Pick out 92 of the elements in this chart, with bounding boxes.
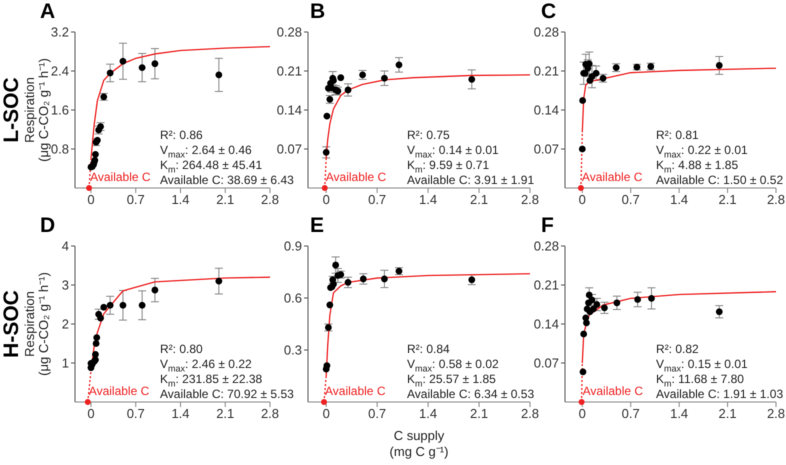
annotation: Available C	[325, 384, 386, 398]
y-tick-label: 0.21	[534, 278, 559, 293]
x-tick-label: 2.8	[260, 406, 280, 422]
x-tick-label: 2.1	[718, 406, 737, 422]
y-tick-label: 1.6	[50, 102, 69, 118]
x-tick-label: 0	[322, 406, 330, 422]
annotation: R²: 0.75	[407, 128, 451, 143]
y-tick-label: 0.28	[534, 24, 559, 40]
chart-title: F	[541, 214, 554, 238]
annotation: K$_{m}$: 264.48 ± 45.41	[160, 158, 264, 174]
y-tick-label: 0.9	[284, 238, 302, 254]
x-tick-label: 2.8	[520, 192, 540, 208]
annotation: Available C: 1.50 ± 0.52	[656, 173, 784, 188]
x-tick-label: 0	[578, 192, 586, 208]
x-tick-label: 0.7	[368, 406, 386, 422]
x-tick-label: 2.8	[260, 192, 280, 208]
x-tick-label: 0	[87, 192, 95, 208]
x-tick-label: 0.7	[126, 406, 145, 422]
y-tick-label: 0.07	[534, 142, 559, 157]
annotation: V$_{max}$: 0.15 ± 0.01	[656, 357, 749, 374]
annotation: V$_{max}$: 0.14 ± 0.01	[407, 143, 500, 160]
annotation: Available C: 3.91 ± 1.91	[407, 173, 534, 188]
annotation: R²: 0.81	[656, 128, 700, 143]
y-tick-label: 1	[62, 356, 69, 371]
y-tick-label: 0.21	[534, 64, 559, 79]
x-tick-label: 2.1	[216, 406, 234, 422]
annotation: Available C	[90, 170, 151, 184]
annotation: K$_{m}$: 4.88 ± 1.85	[656, 158, 740, 174]
x-tick-label: 2.1	[470, 192, 488, 208]
x-tick-label: 1.4	[419, 406, 438, 422]
y-tick-label: 3.2	[50, 24, 69, 40]
x-tick-label: 0.7	[126, 192, 145, 208]
y-tick-label: 0.07	[534, 356, 559, 371]
x-tick-label: 1.4	[419, 192, 438, 208]
y-tick-label: 0.28	[534, 238, 559, 254]
x-tick-label: 1.4	[171, 406, 190, 422]
annotation: Available C: 1.91 ± 1.03	[656, 387, 784, 402]
y-tick-label: 4	[62, 238, 69, 254]
x-tick-label: 2.1	[718, 192, 737, 208]
annotation: V$_{max}$: 0.58 ± 0.02	[407, 357, 500, 374]
x-tick-label: 0	[578, 406, 586, 422]
annotation: Available C: 38.69 ± 6.43	[160, 173, 294, 188]
y-tick-label: 0.6	[284, 290, 302, 306]
annotation: Available C: 70.92 ± 5.53	[160, 387, 294, 402]
annotation: V$_{max}$: 2.46 ± 0.22	[160, 357, 253, 374]
annotation: K$_{m}$: 25.57 ± 1.85	[407, 372, 497, 388]
x-tick-label: 2.1	[216, 192, 234, 208]
x-tick-label: 2.8	[766, 406, 786, 422]
y-tick-label: 2.4	[50, 64, 69, 79]
annotation: Available C: 6.34 ± 0.53	[407, 387, 534, 402]
annotation: R²: 0.82	[656, 342, 700, 357]
annotation: Available C	[88, 384, 150, 398]
y-tick-label: 2	[62, 316, 69, 332]
annotation: K$_{m}$: 231.85 ± 22.38	[160, 372, 264, 388]
y-axis-title: L-SOC Respiration (μg C-CO₂ g⁻¹ h⁻¹)	[0, 57, 52, 164]
x-tick-label: 1.4	[670, 192, 688, 208]
y-tick-label: 0.3	[284, 342, 302, 358]
x-tick-label: 1.4	[670, 406, 688, 422]
annotation: R²: 0.84	[407, 342, 451, 357]
annotation: R²: 0.80	[160, 342, 203, 356]
chart-title: B	[310, 0, 326, 24]
annotation: Available C	[326, 170, 387, 184]
x-axis-title: C supply (mg C g⁻¹)	[388, 428, 450, 460]
annotation: V$_{max}$: 0.22 ± 0.01	[656, 143, 749, 160]
annotation: Available C	[582, 384, 644, 398]
chart-title: E	[310, 214, 324, 238]
y-axis-title: H-SOC Respiration (μg C-CO₂ g⁻¹ h⁻¹)	[0, 271, 52, 378]
y-tick-label: 0.14	[534, 102, 559, 118]
chart-title: A	[40, 0, 56, 24]
annotation: K$_{m}$: 11.68 ± 7.80	[656, 372, 745, 388]
x-tick-label: 0	[322, 192, 330, 208]
x-tick-label: 2.8	[520, 406, 540, 422]
y-tick-label: 0.8	[50, 142, 69, 157]
x-tick-label: 2.8	[766, 192, 786, 208]
chart-title: C	[541, 0, 556, 24]
x-tick-label: 0.7	[368, 192, 386, 208]
annotation: V$_{max}$: 2.64 ± 0.46	[160, 143, 252, 160]
annotation: R²: 0.86	[160, 128, 204, 143]
chart-title: D	[40, 214, 56, 238]
annotation: Available C	[582, 170, 643, 184]
y-tick-label: 0.28	[276, 24, 302, 40]
x-tick-label: 0.7	[622, 406, 640, 422]
y-tick-label: 0.14	[534, 316, 559, 332]
y-tick-label: 0.07	[276, 142, 302, 157]
y-tick-label: 0.14	[276, 102, 302, 118]
y-tick-label: 3	[62, 278, 69, 293]
x-tick-label: 2.1	[470, 406, 488, 422]
y-tick-label: 0.21	[276, 64, 302, 79]
x-tick-label: 1.4	[171, 192, 190, 208]
x-tick-label: 0	[87, 406, 95, 422]
annotation: K$_{m}$: 9.59 ± 0.71	[407, 158, 490, 174]
x-tick-label: 0.7	[622, 192, 640, 208]
